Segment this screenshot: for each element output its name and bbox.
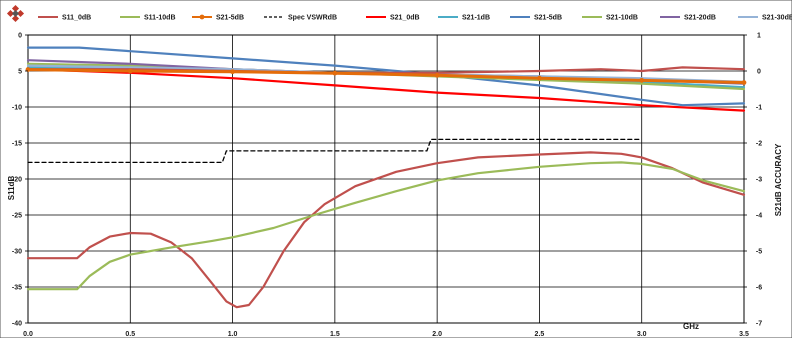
legend-label: S11_0dB xyxy=(62,15,91,22)
series-point-2 xyxy=(230,69,235,75)
x-axis-label: GHz xyxy=(683,322,699,331)
y-left-tick-label: -20 xyxy=(12,177,22,184)
y-right-tick-label: 0 xyxy=(757,69,761,76)
x-tick-label: 1.5 xyxy=(330,331,340,338)
series-point-2 xyxy=(434,72,440,78)
series-line-4 xyxy=(26,68,746,112)
x-tick-label: 1.0 xyxy=(228,331,238,338)
x-tick-label: 3.5 xyxy=(739,331,749,338)
legend-label: S21-1dB xyxy=(462,15,490,22)
x-tick-label: 2.0 xyxy=(432,331,442,338)
y-right-tick-label: -5 xyxy=(756,249,762,256)
series-line-2 xyxy=(26,68,746,84)
series-point-2 xyxy=(639,77,645,83)
legend-label: Spec VSWRdB xyxy=(288,15,337,22)
y-left-tick-label: 5 xyxy=(18,69,22,76)
legend-label: S21-5dB xyxy=(534,15,562,22)
legend-marker xyxy=(199,14,205,20)
x-tick-label: 0.0 xyxy=(23,331,33,338)
y-axis-right-label: S21dB ACCURACY xyxy=(774,143,783,216)
series-point-2 xyxy=(127,68,133,74)
y-right-tick-label: 1 xyxy=(757,33,761,40)
y-left-tick-label: -25 xyxy=(12,213,22,220)
y-right-tick-label: -6 xyxy=(756,285,762,292)
axes: 0.0 0.5 1.0 1.5 2.0 2.5 3.0 3.505-10-15-20-25-3… xyxy=(12,33,762,338)
legend-label: S21_0dB xyxy=(390,15,420,22)
y-right-tick-label: -3 xyxy=(756,177,762,184)
x-tick-label: 2.5 xyxy=(535,331,545,338)
series-layer xyxy=(25,46,747,309)
y-left-tick-label: -15 xyxy=(12,141,22,148)
y-left-tick-label: 0 xyxy=(18,33,22,40)
series-point-2 xyxy=(537,75,542,81)
y-right-tick-label: -4 xyxy=(756,213,762,220)
legend-label: S21-5dB xyxy=(216,15,244,22)
legend-label: S21-20dB xyxy=(684,15,716,22)
series-line-6 xyxy=(26,46,746,107)
y-left-tick-label: -30 xyxy=(12,249,22,256)
legend-label: S21-30dB xyxy=(762,15,792,22)
series-point-2 xyxy=(332,70,338,76)
y-axis-left-label: S11dB xyxy=(7,176,16,201)
legend-label: S11-10dB xyxy=(144,15,176,22)
y-right-tick-label: -7 xyxy=(756,321,762,328)
series-line-1 xyxy=(26,161,746,291)
y-left-tick-label: -40 xyxy=(12,321,22,328)
series-point-2 xyxy=(741,80,747,85)
y-left-tick-label: -10 xyxy=(12,105,22,112)
legend-label: S21-10dB xyxy=(606,15,638,22)
series-line-0 xyxy=(26,151,746,309)
legend: S11_0dB S11-10dB S21-5dB Spec VSWRdB S21_0dB… xyxy=(38,15,792,22)
series-line-3 xyxy=(27,138,643,164)
y-right-tick-label: -2 xyxy=(756,141,762,148)
x-tick-label: 0.5 xyxy=(125,331,135,338)
x-tick-label: 3.0 xyxy=(637,331,647,338)
diamond-logo-icon xyxy=(6,4,25,23)
y-right-tick-label: -1 xyxy=(756,105,762,112)
y-left-tick-label: -35 xyxy=(12,285,22,292)
